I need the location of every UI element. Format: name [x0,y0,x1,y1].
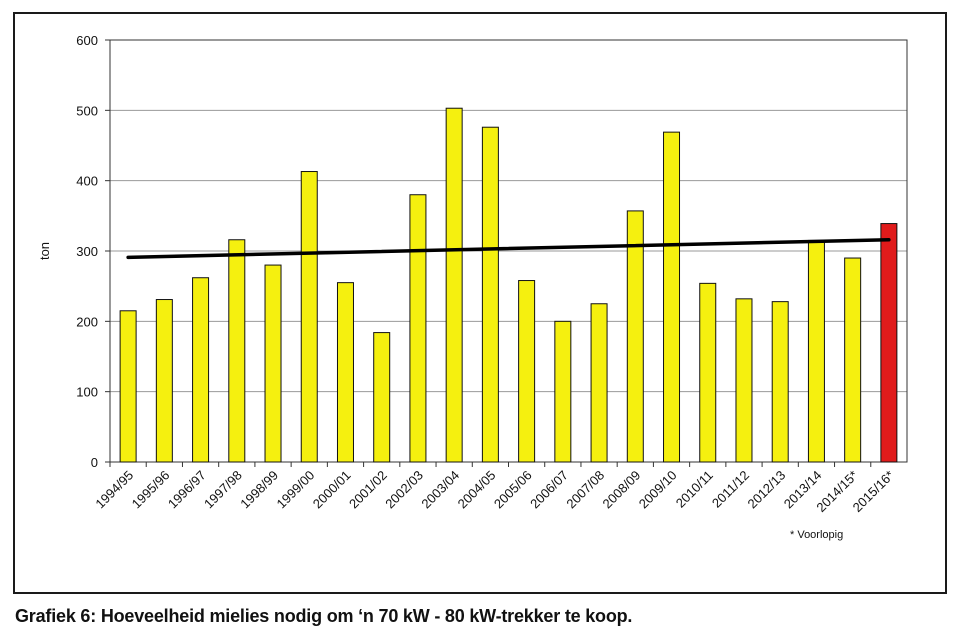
x-tick-label: 1994/95 [92,468,136,512]
bar-2001-02 [373,332,391,463]
bar-2014-15- [844,257,862,463]
bar-2007-08 [590,303,608,463]
bar-1999-00 [300,171,318,463]
x-tick-label: 2002/03 [382,468,426,512]
x-tick-label: 2001/02 [346,468,390,512]
y-tick-label: 0 [91,455,98,470]
y-tick-label: 400 [76,174,98,189]
y-tick-label: 100 [76,385,98,400]
x-tick-label: 1998/99 [237,468,281,512]
bar-2015-16- [880,223,898,463]
x-tick-label: 1997/98 [201,468,245,512]
bar-2004-05 [481,126,499,463]
bar-1996-97 [192,277,210,463]
bar-1995-96 [155,299,173,463]
y-axis-label: ton [37,242,52,260]
y-tick-label: 500 [76,103,98,118]
footnote-voorlopig: * Voorlopig [790,529,843,541]
x-tick-label: 2008/09 [600,468,644,512]
bar-2000-01 [336,282,354,463]
x-tick-label: 1996/97 [165,468,209,512]
bar-1997-98 [228,239,246,463]
bar-2005-06 [518,280,536,463]
x-tick-label: 2011/12 [709,468,752,511]
bar-2010-11 [699,282,717,463]
bar-1998-99 [264,264,282,463]
x-tick-label: 2010/11 [673,468,716,511]
bar-2002-03 [409,194,427,463]
bar-2003-04 [445,107,463,463]
bar-2011-12 [735,298,753,463]
bar-2009-10 [663,131,681,463]
x-tick-label: 2004/05 [455,468,499,512]
x-tick-label: 2007/08 [563,468,607,512]
bar-chart: 0 100 200 300 400 500 600 1994/951995/961996/97… [37,33,908,541]
x-tick-label: 2006/07 [527,468,571,512]
bar-1994-95 [119,310,137,463]
x-tick-label: 1995/96 [129,468,173,512]
bar-2012-13 [771,301,789,463]
y-tick-label: 600 [76,33,98,48]
x-tick-label: 2005/06 [491,468,535,512]
x-tick-label: 1999/00 [274,468,318,512]
x-tick-label: 2012/13 [744,468,788,512]
bar-2008-09 [626,210,644,463]
trendline [126,237,891,260]
bar-2013-14 [807,239,825,463]
y-tick-label: 200 [76,314,98,329]
figure-caption: Grafiek 6: Hoeveelheid mielies nodig om … [15,606,633,626]
y-tick-label: 300 [76,244,98,259]
bar-2006-07 [554,320,572,463]
x-tick-label: 2003/04 [418,468,462,512]
x-tick-label: 2009/10 [636,468,680,512]
x-tick-label: 2000/01 [310,468,354,512]
